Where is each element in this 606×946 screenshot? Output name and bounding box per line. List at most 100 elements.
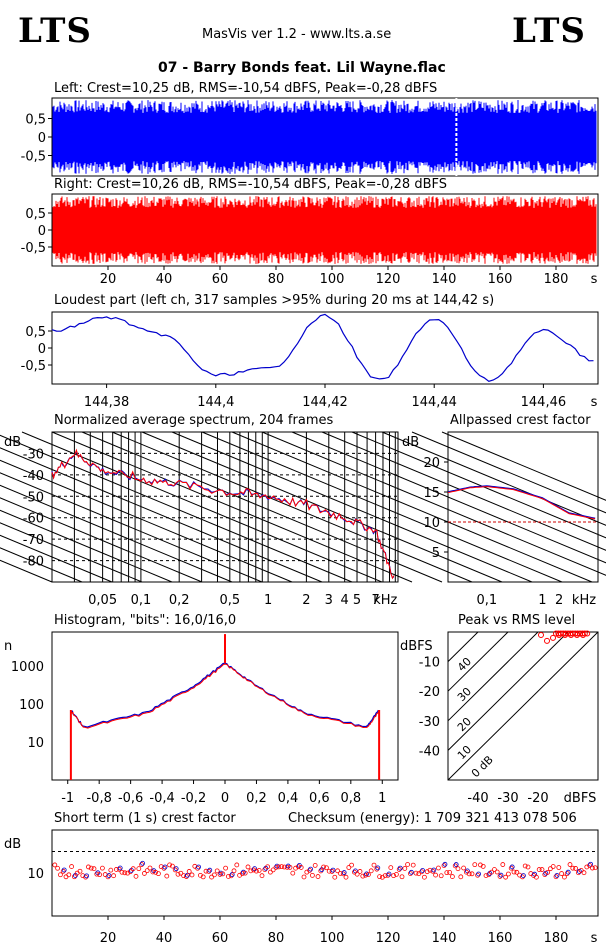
- short-crest-point: [253, 868, 259, 874]
- short-crest-xtick: 100: [320, 931, 345, 946]
- short-crest-point: [161, 865, 167, 871]
- short-crest-point: [173, 866, 179, 872]
- short-crest-point: [318, 868, 324, 874]
- logo-left: LTS: [18, 11, 92, 51]
- histogram-line-left: [70, 662, 379, 728]
- loudest-xunit: s: [591, 395, 598, 410]
- pvr-diag-label: 10: [455, 743, 474, 762]
- short-crest-point: [491, 867, 497, 872]
- loudest-xtick: 144,44: [411, 395, 457, 410]
- histogram-ytick: 1000: [11, 660, 44, 675]
- short-crest-point: [122, 870, 128, 876]
- short-crest-point: [259, 873, 265, 879]
- histogram-xtick: -0,2: [181, 791, 206, 806]
- short-crest-point: [225, 874, 231, 879]
- histogram-xtick: 0,6: [309, 791, 330, 806]
- short-crest-xtick: 160: [488, 931, 513, 946]
- short-crest-point: [377, 874, 383, 880]
- short-crest-point: [477, 862, 483, 868]
- short-crest-point: [444, 870, 450, 876]
- left-waveform-ytick: -0,5: [21, 150, 46, 165]
- short-crest-point: [307, 867, 313, 873]
- spectrum-slope: [0, 434, 353, 583]
- crest-ytick: 15: [423, 486, 440, 501]
- pvr-diag-label: 20: [455, 715, 474, 734]
- short-crest-point: [363, 872, 369, 878]
- short-crest-point: [388, 865, 394, 870]
- short-crest-point: [455, 866, 461, 872]
- short-crest-point: [273, 865, 279, 870]
- spectrum-yunit: dB: [4, 435, 21, 450]
- short-crest-point: [287, 864, 293, 870]
- short-crest-point: [522, 863, 528, 869]
- loudest-frame: [51, 311, 599, 385]
- pvr-diag-label: 30: [455, 685, 474, 704]
- short-crest-point: [573, 866, 578, 871]
- short-crest-point: [368, 868, 374, 874]
- short-crest-point: [587, 863, 592, 868]
- x-tick-label: 60: [212, 272, 229, 287]
- left-waveform-signal: [52, 100, 597, 174]
- short-crest-xtick: 180: [544, 931, 569, 946]
- spectrum-slope: [0, 534, 113, 583]
- right-waveform-ytick: -0,5: [21, 241, 46, 256]
- short-crest-point: [295, 864, 301, 870]
- short-crest-point: [442, 861, 448, 867]
- short-crest-title: Short term (1 s) crest factor: [54, 811, 236, 826]
- short-crest-point: [503, 874, 509, 880]
- short-crest-point: [397, 865, 403, 871]
- short-crest-point: [214, 868, 220, 874]
- short-crest-point: [374, 866, 380, 872]
- short-crest-point: [167, 862, 173, 868]
- histogram-xtick: -0,4: [149, 791, 174, 806]
- short-crest-point: [94, 871, 100, 877]
- short-crest-point: [312, 863, 318, 868]
- short-crest-point: [262, 867, 268, 872]
- x-tick-label: 40: [156, 272, 173, 287]
- short-crest-point: [329, 869, 335, 874]
- short-crest-point: [435, 865, 441, 871]
- spectrum-slope: [201, 431, 563, 583]
- short-crest-xtick: 60: [212, 931, 229, 946]
- short-crest-point: [323, 865, 329, 871]
- short-crest-point: [521, 873, 526, 879]
- crest-frame: [447, 431, 599, 583]
- histogram-xtick: -1: [61, 791, 74, 806]
- pvr-xtick: -20: [527, 791, 548, 806]
- spectrum-xtick: 5: [353, 593, 361, 608]
- short-crest-point: [111, 873, 116, 879]
- short-crest-point: [534, 874, 539, 880]
- loudest-ytick: 0,5: [25, 325, 46, 340]
- histogram-xtick: -0,8: [86, 791, 111, 806]
- short-crest-point: [453, 862, 459, 867]
- spectrum-slope: [0, 509, 173, 583]
- short-crest-point: [408, 869, 414, 875]
- short-crest-point: [396, 867, 402, 872]
- crest-line-right: [447, 486, 596, 520]
- spectrum-slope: [0, 497, 203, 583]
- short-crest-yunit: dB: [4, 837, 21, 852]
- histogram-xtick: 0: [221, 791, 229, 806]
- short-crest-point: [349, 862, 355, 868]
- spectrum-xtick: 0,05: [88, 593, 117, 608]
- short-crest-point: [186, 869, 192, 874]
- pvr-point: [584, 630, 591, 637]
- short-crest-point: [514, 869, 520, 875]
- histogram-xtick: 0,2: [246, 791, 267, 806]
- short-crest-point: [290, 870, 296, 876]
- spectrum-slope: [351, 431, 606, 539]
- short-crest-point: [536, 867, 542, 872]
- spectrum-slope: [0, 459, 293, 583]
- checksum: Checksum (energy): 1 709 321 413 078 506: [288, 811, 577, 826]
- short-crest-point: [256, 867, 262, 873]
- histogram-ytick: 10: [27, 736, 44, 751]
- left-waveform-ytick: 0: [38, 131, 46, 146]
- short-crest-point: [69, 864, 74, 869]
- short-crest-frame: [51, 829, 599, 917]
- short-crest-point: [217, 872, 223, 877]
- short-crest-point: [581, 870, 587, 876]
- histogram-xtick: 0,8: [340, 791, 361, 806]
- right-waveform-ytick: 0: [38, 224, 46, 239]
- short-crest-point: [150, 869, 156, 875]
- x-tick-unit: s: [591, 272, 598, 287]
